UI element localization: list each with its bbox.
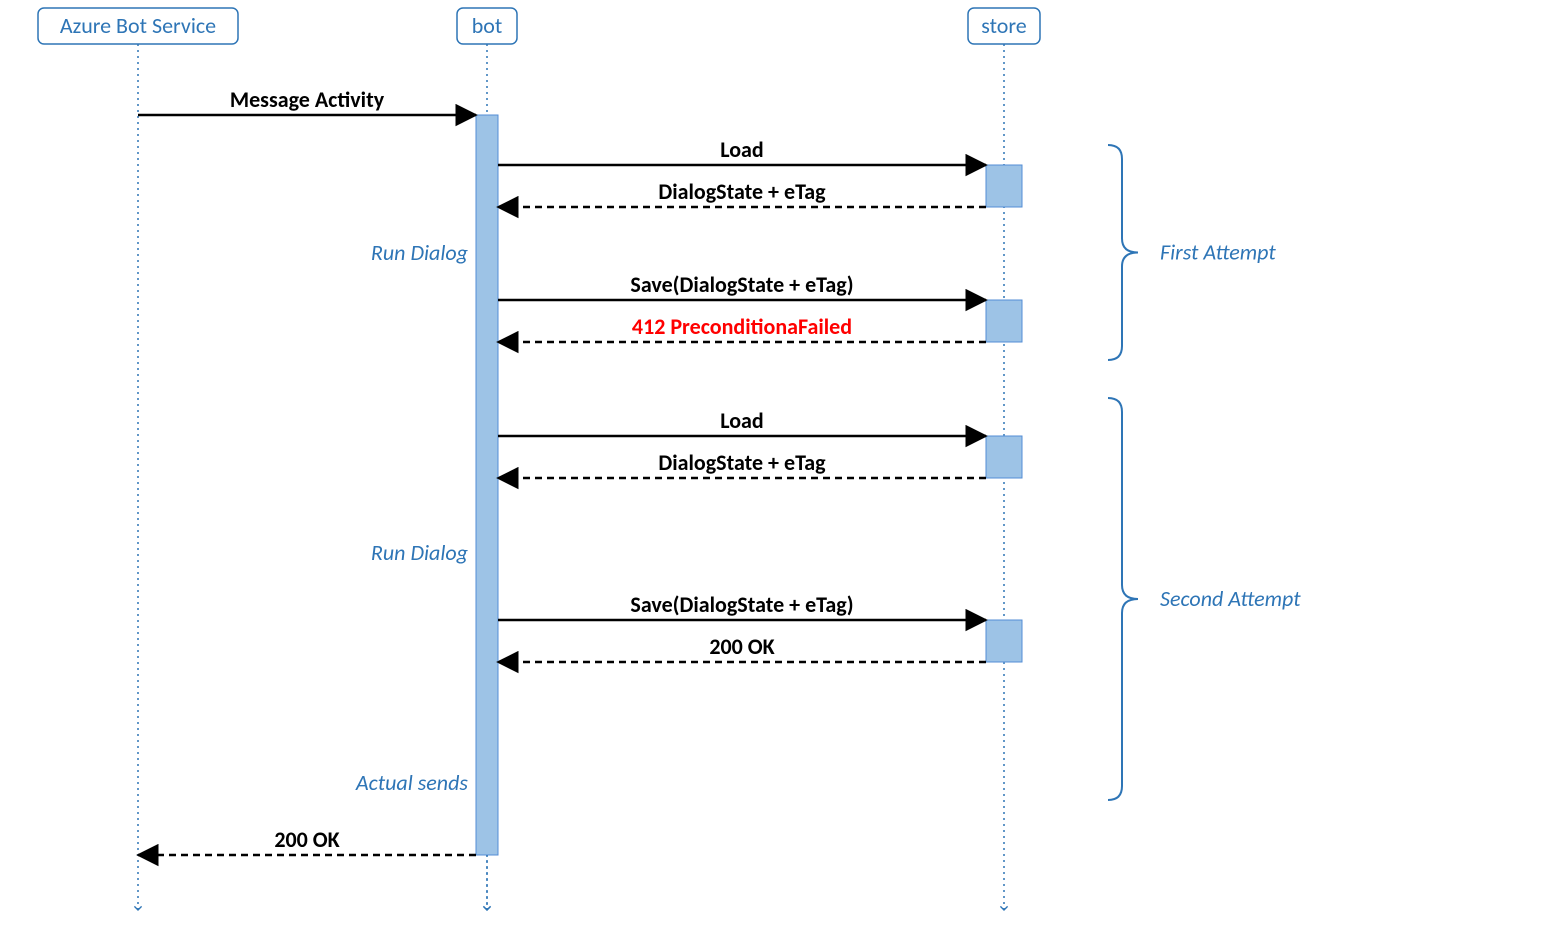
brace-0 bbox=[1108, 145, 1138, 360]
message-label-4: 412 PreconditionaFailed bbox=[632, 313, 852, 340]
participant-label-store: store bbox=[981, 12, 1026, 39]
message-label-9: 200 OK bbox=[274, 826, 339, 853]
message-label-8: 200 OK bbox=[709, 633, 774, 660]
participant-label-bot: bot bbox=[472, 12, 503, 39]
brace-1 bbox=[1108, 398, 1138, 800]
note-1: Run Dialog bbox=[371, 539, 469, 566]
activation-store-1 bbox=[986, 300, 1022, 342]
message-label-2: DialogState + eTag bbox=[658, 178, 826, 205]
message-label-0: Message Activity bbox=[230, 86, 385, 113]
message-label-3: Save(DialogState + eTag) bbox=[630, 271, 853, 298]
message-label-7: Save(DialogState + eTag) bbox=[630, 591, 853, 618]
activation-store-3 bbox=[986, 620, 1022, 662]
message-label-5: Load bbox=[720, 407, 763, 434]
message-label-1: Load bbox=[720, 136, 763, 163]
brace-label-1: Second Attempt bbox=[1160, 585, 1301, 612]
message-label-6: DialogState + eTag bbox=[658, 449, 826, 476]
activation-store-2 bbox=[986, 436, 1022, 478]
participant-label-azure: Azure Bot Service bbox=[60, 12, 216, 39]
activation-bot bbox=[476, 115, 498, 855]
note-2: Actual sends bbox=[355, 769, 469, 796]
activation-store-0 bbox=[986, 165, 1022, 207]
brace-label-0: First Attempt bbox=[1160, 239, 1276, 266]
note-0: Run Dialog bbox=[371, 239, 469, 266]
sequence-diagram: Azure Bot Service bot store Message Activit… bbox=[0, 0, 1564, 934]
